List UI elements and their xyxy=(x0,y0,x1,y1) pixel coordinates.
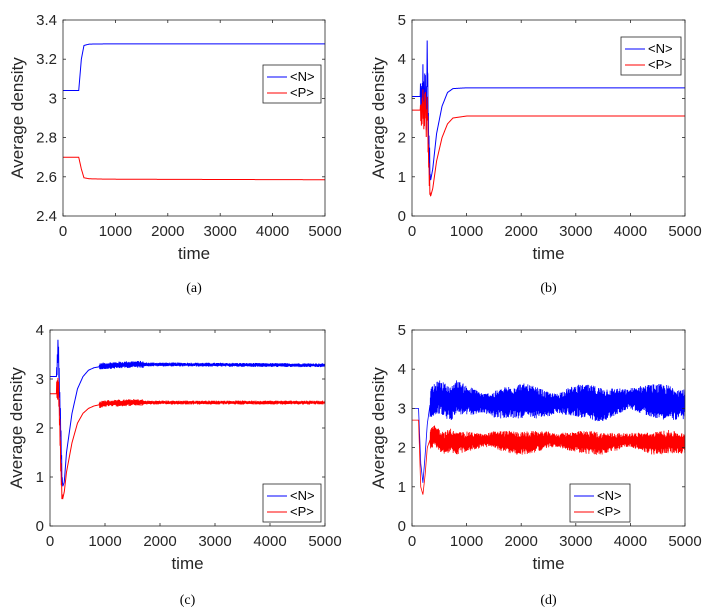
x-axis-label: time xyxy=(178,244,210,263)
x-tick-label: 5000 xyxy=(668,223,701,240)
y-tick-label: 4 xyxy=(36,322,44,339)
y-tick-label: 3 xyxy=(49,90,57,107)
x-tick-label: 2000 xyxy=(505,533,538,550)
y-axis-label: Average density xyxy=(8,57,27,179)
chart-panel-c: 0 1000 2000 3000 4000 5000 0 1 2 3 4 time Average de… xyxy=(7,322,342,608)
y-tick-label: 4 xyxy=(398,51,406,68)
legend-label: <N> xyxy=(290,69,315,84)
x-tick-label: 3000 xyxy=(198,533,231,550)
legend-label: <N> xyxy=(597,488,622,503)
y-tick-label: 1 xyxy=(36,469,44,486)
x-tick-label: 4000 xyxy=(256,223,289,240)
y-tick-label: 3 xyxy=(398,400,406,417)
panel-caption: (a) xyxy=(186,281,202,296)
x-tick-label: 5000 xyxy=(668,533,701,550)
series-line-p xyxy=(412,419,685,495)
axes-box xyxy=(62,19,326,217)
legend: <N><P> xyxy=(262,483,322,523)
legend-box xyxy=(620,36,682,76)
legend-label: <P> xyxy=(648,57,672,72)
y-tick-label: 2.4 xyxy=(36,208,57,225)
panel-caption: (d) xyxy=(540,593,557,608)
x-tick-label: 1000 xyxy=(88,533,121,550)
y-tick-label: 1 xyxy=(398,479,406,496)
y-tick-label: 3.4 xyxy=(36,12,57,29)
y-tick-label: 2 xyxy=(398,130,406,147)
x-tick-label: 1000 xyxy=(450,223,483,240)
legend: <N><P> xyxy=(262,64,322,104)
y-tick-label: 2.8 xyxy=(36,130,57,147)
legend-label: <N> xyxy=(648,41,673,56)
y-tick-label: 2 xyxy=(36,420,44,437)
axes-box xyxy=(411,329,686,527)
y-tick-label: 0 xyxy=(398,208,406,225)
legend-label: <P> xyxy=(597,504,621,519)
legend-box xyxy=(569,483,631,523)
x-axis-label: time xyxy=(532,554,564,573)
legend-label: <P> xyxy=(290,85,314,100)
y-tick-label: 4 xyxy=(398,361,406,378)
y-tick-label: 5 xyxy=(398,12,406,29)
series-line-n xyxy=(63,43,325,92)
y-tick-label: 1 xyxy=(398,169,406,186)
y-tick-label: 5 xyxy=(398,322,406,339)
y-axis-label: Average density xyxy=(369,367,388,489)
y-tick-label: 0 xyxy=(398,518,406,535)
y-tick-label: 2 xyxy=(398,440,406,457)
x-tick-label: 0 xyxy=(408,533,416,550)
series-line-p xyxy=(63,156,325,181)
series-line-n xyxy=(412,40,685,181)
panel-caption: (c) xyxy=(180,593,196,608)
x-tick-label: 5000 xyxy=(308,533,341,550)
x-tick-label: 4000 xyxy=(614,223,647,240)
chart-panel-b: 0 1000 2000 3000 4000 5000 0 1 2 3 4 5 time Average d… xyxy=(369,12,702,296)
series-line-n xyxy=(412,380,685,483)
chart-panel-a: 0 1000 2000 3000 4000 5000 2.4 2.6 2.8 3 3.2 3.4 tim… xyxy=(8,12,342,296)
panel-caption: (b) xyxy=(540,281,557,296)
x-tick-label: 5000 xyxy=(308,223,341,240)
x-tick-label: 0 xyxy=(46,533,54,550)
y-tick-label: 2.6 xyxy=(36,169,57,186)
legend: <N><P> xyxy=(620,36,682,76)
x-tick-label: 1000 xyxy=(450,533,483,550)
x-tick-label: 2000 xyxy=(151,223,184,240)
x-tick-label: 0 xyxy=(59,223,67,240)
series-line-n xyxy=(50,339,325,487)
x-tick-label: 2000 xyxy=(505,223,538,240)
series-line-p xyxy=(50,377,325,500)
legend-box xyxy=(262,483,322,523)
x-tick-label: 3000 xyxy=(559,223,592,240)
x-axis-label: time xyxy=(171,554,203,573)
x-tick-label: 3000 xyxy=(559,533,592,550)
x-tick-label: 2000 xyxy=(143,533,176,550)
chart-panel-d: 0 1000 2000 3000 4000 5000 0 1 2 3 4 5 time Average d… xyxy=(369,322,702,608)
legend: <N><P> xyxy=(569,483,631,523)
legend-label: <P> xyxy=(290,504,314,519)
y-axis-label: Average density xyxy=(369,57,388,179)
y-tick-label: 0 xyxy=(36,518,44,535)
legend-label: <N> xyxy=(290,488,315,503)
x-tick-label: 3000 xyxy=(204,223,237,240)
x-tick-label: 4000 xyxy=(253,533,286,550)
y-tick-label: 3 xyxy=(36,371,44,388)
x-axis-label: time xyxy=(532,244,564,263)
x-tick-label: 4000 xyxy=(614,533,647,550)
x-tick-label: 0 xyxy=(408,223,416,240)
series-line-p xyxy=(412,89,685,197)
y-axis-label: Average density xyxy=(7,367,26,489)
x-tick-label: 1000 xyxy=(99,223,132,240)
legend-box xyxy=(262,64,322,104)
y-tick-label: 3.2 xyxy=(36,51,57,68)
y-tick-label: 3 xyxy=(398,90,406,107)
axes-box xyxy=(411,19,686,217)
